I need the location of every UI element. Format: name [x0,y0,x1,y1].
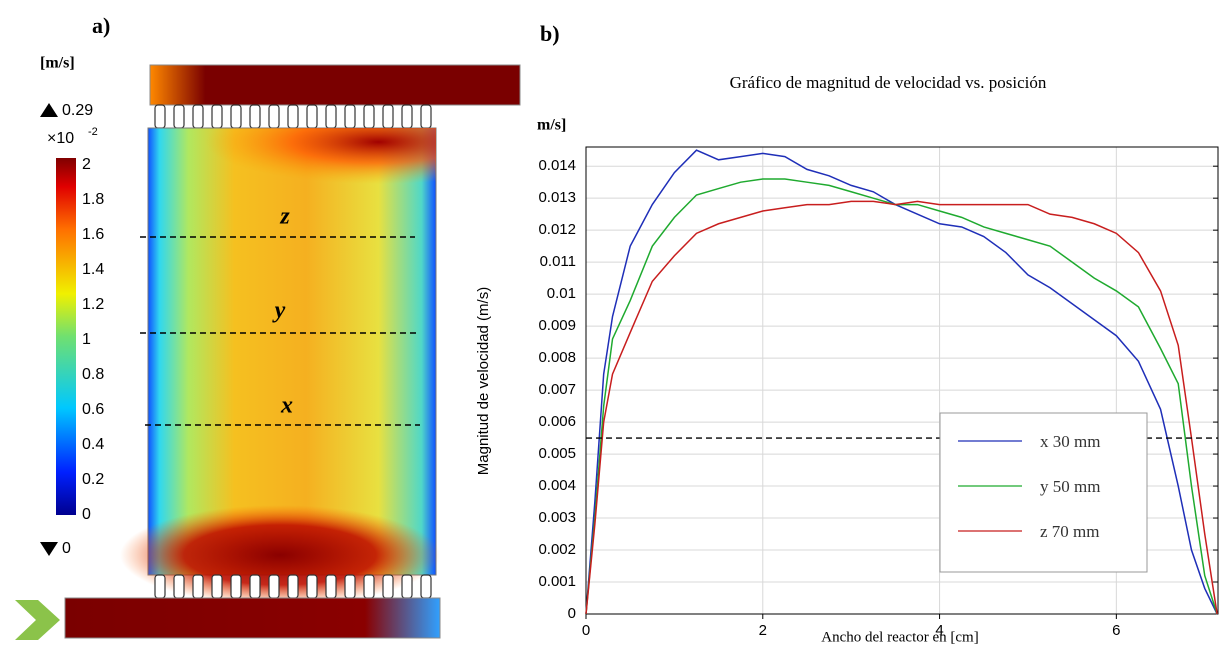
nozzle [363,104,375,129]
chevron [15,600,60,640]
y-tick-label: 0.012 [538,221,576,238]
nozzle [325,574,337,599]
y-tick-label: 0.008 [538,349,576,366]
nozzle [249,104,261,129]
nozzle [401,104,413,129]
plot: 0 0.001 0.002 0.003 0.004 0.005 0.006 0.007 0.00… [538,146,1219,639]
colorbar-tick-label: 0 [82,506,91,523]
min-label: 0 [62,540,71,557]
legend-label: x 30 mm [1040,432,1100,451]
section-label: x [280,393,293,419]
max-marker [40,103,58,117]
colorbar [56,158,76,515]
nozzle [173,574,185,599]
panel-label: a) [92,13,110,38]
colorbar-tick-label: 1.4 [82,261,104,278]
plot-frame [585,146,1219,615]
y-tick-label: 0.006 [538,413,576,430]
nozzle [268,574,280,599]
inlet-pipe [149,64,521,106]
nozzle [382,574,394,599]
section-label: y [272,298,286,324]
nozzle [230,574,242,599]
colorbar-tick-label: 1 [82,331,91,348]
nozzle [211,104,223,129]
y-tick-label: 0.002 [538,541,576,558]
y-tick-label: 0 [568,605,576,622]
y-tick-label: 0.001 [538,573,576,590]
panel-label: b) [540,21,560,46]
y-tick-label: 0.003 [538,509,576,526]
nozzle [306,104,318,129]
chart-title: Gráfico de magnitud de velocidad vs. pos… [730,73,1047,92]
x-tick-label: 2 [759,622,767,639]
legend-label: z 70 mm [1040,522,1100,541]
nozzle [154,574,166,599]
section-lines [140,236,420,426]
legend-label: y 50 mm [1040,477,1100,496]
exponent: -2 [88,126,98,138]
min-marker [40,542,58,556]
colorbar-tick-label: 0.8 [82,366,104,383]
max-label: 0.29 [62,102,93,119]
series-line [585,200,1218,615]
y-tick-label: 0.013 [538,189,576,206]
colorbar-tick-label: 1.8 [82,191,104,208]
holes [154,574,432,599]
colorbar-tick-label: 1.2 [82,296,104,313]
nozzle [192,574,204,599]
nozzle [382,104,394,129]
nozzle [420,574,432,599]
colorbar-ticks: 2 1.8 1.6 1.4 1.2 1 0.8 0.6 0.4 0.2 0 [82,156,104,523]
y-tick-label: 0.004 [538,477,576,494]
nozzle [173,104,185,129]
nozzle [268,104,280,129]
x-tick-label: 0 [582,622,590,639]
nozzle [249,574,261,599]
x-tick-label: 6 [1112,622,1120,639]
unit: [m/s] [40,55,75,72]
colorbar-tick-label: 0.6 [82,401,104,418]
nozzle [344,104,356,129]
colorbar-tick-label: 0.4 [82,436,104,453]
nozzle [401,574,413,599]
colorbar-tick-label: 0.2 [82,471,104,488]
y-tick-label: 0.014 [538,157,576,174]
y-tick-label: 0.011 [540,253,576,270]
top-zone [148,128,436,198]
nozzle [420,104,432,129]
section-label: z [279,204,290,230]
colorbar-tick-label: 1.6 [82,226,104,243]
reactor [147,127,437,576]
outlet-pipe [64,597,441,639]
nozzle [287,574,299,599]
y-tick-label: 0.01 [547,285,576,302]
nozzle [192,104,204,129]
holes [154,104,432,129]
nozzle [344,574,356,599]
unit: m/s] [537,117,566,134]
x-axis-label: Ancho del reactor en [cm] [821,629,978,645]
nozzle [154,104,166,129]
colorbar-tick-label: 2 [82,156,91,173]
nozzle [325,104,337,129]
x-tick-label: 4 [935,622,943,639]
y-tick-label: 0.009 [538,317,576,334]
multiplier: ×10 [47,130,74,147]
nozzle [306,574,318,599]
nozzle [287,104,299,129]
legend [939,412,1148,573]
y-axis-label: Magnitud de velocidad (m/s) [475,287,492,475]
y-tick-label: 0.005 [538,445,576,462]
nozzle [230,104,242,129]
nozzle [363,574,375,599]
y-tick-label: 0.007 [538,381,576,398]
nozzle [211,574,223,599]
